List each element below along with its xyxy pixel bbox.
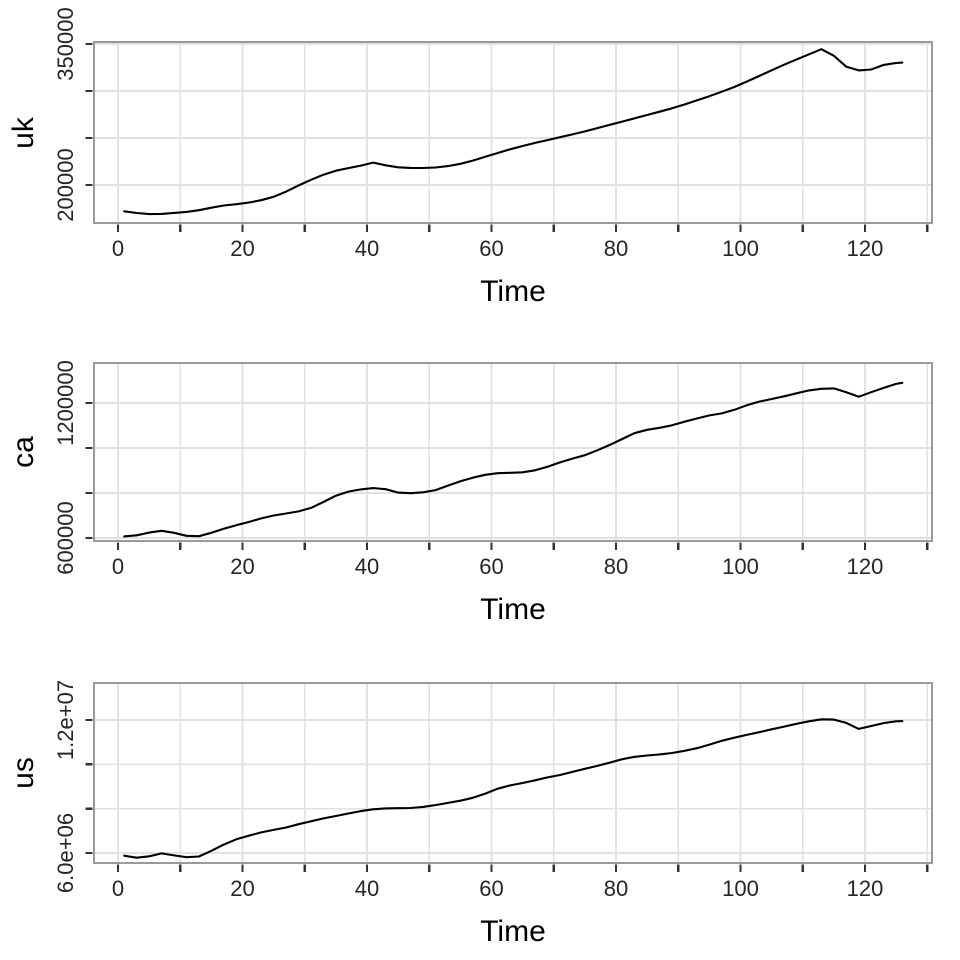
x-tick-label: 0 [111,554,125,579]
x-tick-label: 120 [846,236,884,261]
y-tick-label-ca-600000: 600000 [53,501,78,575]
y-tick-label-ca-1200000: 1200000 [53,360,78,446]
x-tick-label: 100 [722,876,759,901]
y-tick-label-uk-350000: 350000 [53,7,78,81]
x-tick-label: 20 [230,876,255,901]
x-tick-label: 80 [603,236,629,261]
x-tick-label: 60 [479,876,504,901]
panel-border [92,361,934,543]
series-line-ca [123,381,904,538]
x-tick-label: 40 [354,554,380,579]
x-tick-label: 100 [722,554,759,579]
x-tick-label: 40 [354,236,380,261]
x-tick-label: 0 [111,236,125,261]
x-tick-label: 80 [603,554,629,579]
y-tick-label-uk-200000: 200000 [53,148,78,222]
y-tick-label-us-1.2e07: 1.2e+07 [53,679,78,761]
panel-uk [85,40,934,232]
x-axis-title-time-panel1: Time [480,275,546,308]
y-axis-title-uk: uk [7,116,40,149]
x-axis-title-time-panel2: Time [480,593,546,626]
x-axis-title-time-panel3: Time [480,915,546,948]
y-tick-label-us-6.0e06: 6.0e+06 [53,812,78,894]
series-line-uk [123,48,904,216]
x-tick-label: 60 [479,236,504,261]
x-tick-label: 20 [230,554,255,579]
panel-border [92,40,934,225]
panel-border [92,681,934,865]
x-tick-label: 100 [722,236,759,261]
series-line-us [123,718,904,859]
x-tick-label: 60 [479,554,504,579]
y-axis-title-ca: ca [7,436,40,468]
x-tick-label: 20 [230,236,255,261]
x-tick-label: 120 [846,554,884,579]
panel-us [85,681,934,872]
x-tick-label: 40 [354,876,380,901]
x-tick-label: 120 [846,876,884,901]
y-axis-title-us: us [7,757,40,789]
x-tick-label: 0 [111,876,125,901]
panel-ca [85,361,934,550]
x-tick-label: 80 [603,876,629,901]
